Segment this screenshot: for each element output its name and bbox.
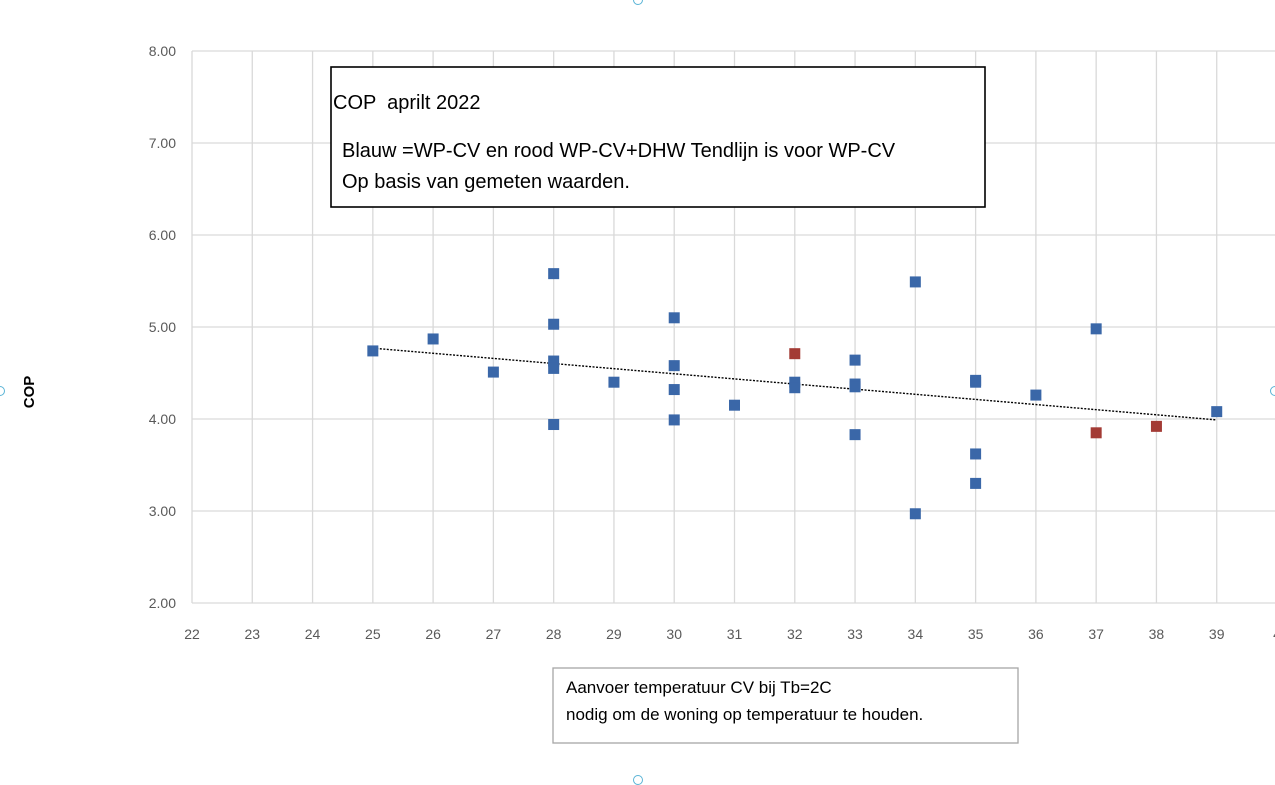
data-point-blue [789, 376, 801, 388]
x-tick-label: 28 [546, 626, 562, 642]
x-tick-label: 24 [305, 626, 321, 642]
data-point-blue [548, 318, 560, 330]
x-axis-label-line-1: Aanvoer temperatuur CV bij Tb=2C [566, 678, 832, 697]
x-axis-label-box: Aanvoer temperatuur CV bij Tb=2C nodig o… [552, 667, 1019, 744]
data-point-blue [668, 384, 680, 396]
data-point-red [1090, 427, 1102, 439]
data-point-blue [1090, 323, 1102, 335]
x-tick-label: 29 [606, 626, 622, 642]
x-tick-label: 39 [1209, 626, 1225, 642]
y-tick-label: 2.00 [149, 595, 176, 611]
data-point-blue [427, 333, 439, 345]
data-point-blue [970, 448, 982, 460]
x-tick-label: 27 [486, 626, 502, 642]
x-tick-label: 31 [727, 626, 743, 642]
y-tick-labels: 2.00 3.00 4.00 5.00 6.00 7.00 8.00 [149, 43, 176, 611]
trendline [372, 347, 1217, 421]
annotation-box: COP aprilt 2022 Blauw =WP-CV en rood WP-… [330, 66, 986, 208]
data-points [367, 268, 1223, 520]
data-point-blue [548, 419, 560, 431]
x-tick-label: 34 [908, 626, 924, 642]
data-point-blue [789, 382, 801, 394]
x-tick-label: 4 [1273, 626, 1275, 642]
data-point-blue [548, 362, 560, 374]
x-tick-label: 25 [365, 626, 381, 642]
x-tick-label: 23 [244, 626, 260, 642]
data-point-blue [849, 354, 861, 366]
data-point-blue [849, 429, 861, 441]
data-point-blue [849, 381, 861, 393]
x-tick-label: 35 [968, 626, 984, 642]
data-point-blue [487, 366, 499, 378]
y-tick-label: 8.00 [149, 43, 176, 59]
x-tick-label: 37 [1088, 626, 1104, 642]
data-point-blue [970, 376, 982, 388]
annotation-title: COP aprilt 2022 [333, 92, 481, 114]
x-tick-label: 32 [787, 626, 803, 642]
y-tick-label: 7.00 [149, 135, 176, 151]
x-tick-label: 38 [1149, 626, 1165, 642]
y-axis-label: COP [21, 376, 38, 409]
data-point-blue [909, 508, 921, 520]
trendline-segment [372, 347, 1217, 421]
data-point-blue [729, 399, 740, 411]
x-tick-label: 33 [847, 626, 863, 642]
resize-handle-bottom-icon[interactable] [633, 775, 643, 785]
annotation-line-1: Blauw =WP-CV en rood WP-CV+DHW Tendlijn … [342, 140, 896, 162]
data-point-red [789, 348, 801, 360]
resize-handle-right-icon[interactable] [1270, 386, 1275, 396]
data-point-blue [548, 268, 560, 280]
annotation-line-2: Op basis van gemeten waarden. [342, 171, 630, 193]
x-tick-label: 36 [1028, 626, 1044, 642]
data-point-blue [548, 355, 560, 367]
x-tick-label: 26 [425, 626, 441, 642]
data-point-blue [970, 477, 982, 489]
x-tick-label: 30 [666, 626, 682, 642]
y-tick-label: 4.00 [149, 411, 176, 427]
data-point-blue [1030, 389, 1042, 401]
data-point-red [1150, 420, 1162, 432]
y-tick-label: 3.00 [149, 503, 176, 519]
data-point-blue [668, 312, 680, 324]
data-point-blue [1211, 406, 1223, 418]
y-tick-label: 6.00 [149, 227, 176, 243]
x-tick-labels: 22 23 24 25 26 27 28 29 30 31 32 33 34 35 36 37 38 39 4 [184, 626, 1275, 642]
data-point-blue [668, 360, 680, 372]
data-point-blue [668, 414, 680, 426]
x-axis-label-line-2: nodig om de woning op temperatuur te hou… [566, 705, 923, 724]
y-tick-label: 5.00 [149, 319, 176, 335]
data-point-blue [909, 276, 921, 288]
x-tick-label: 22 [184, 626, 200, 642]
data-point-blue [367, 345, 379, 357]
data-point-blue [608, 376, 620, 388]
